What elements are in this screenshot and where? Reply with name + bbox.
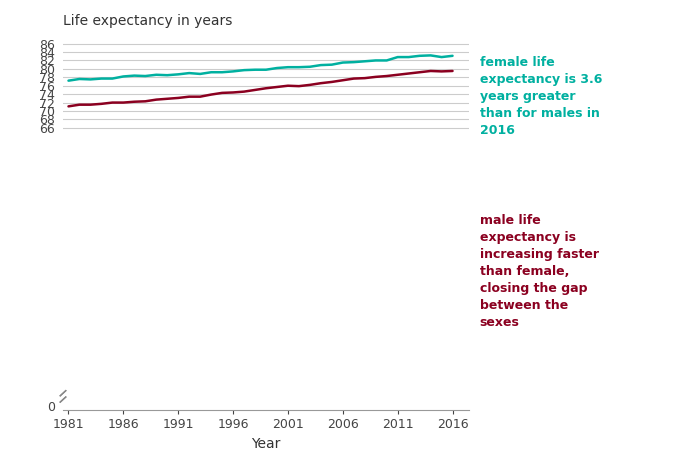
Text: Life expectancy in years: Life expectancy in years — [63, 14, 232, 28]
Text: female life
expectancy is 3.6
years greater
than for males in
2016: female life expectancy is 3.6 years grea… — [480, 56, 602, 137]
Text: male life
expectancy is
increasing faster
than female,
closing the gap
between t: male life expectancy is increasing faste… — [480, 214, 598, 329]
X-axis label: Year: Year — [251, 437, 281, 451]
